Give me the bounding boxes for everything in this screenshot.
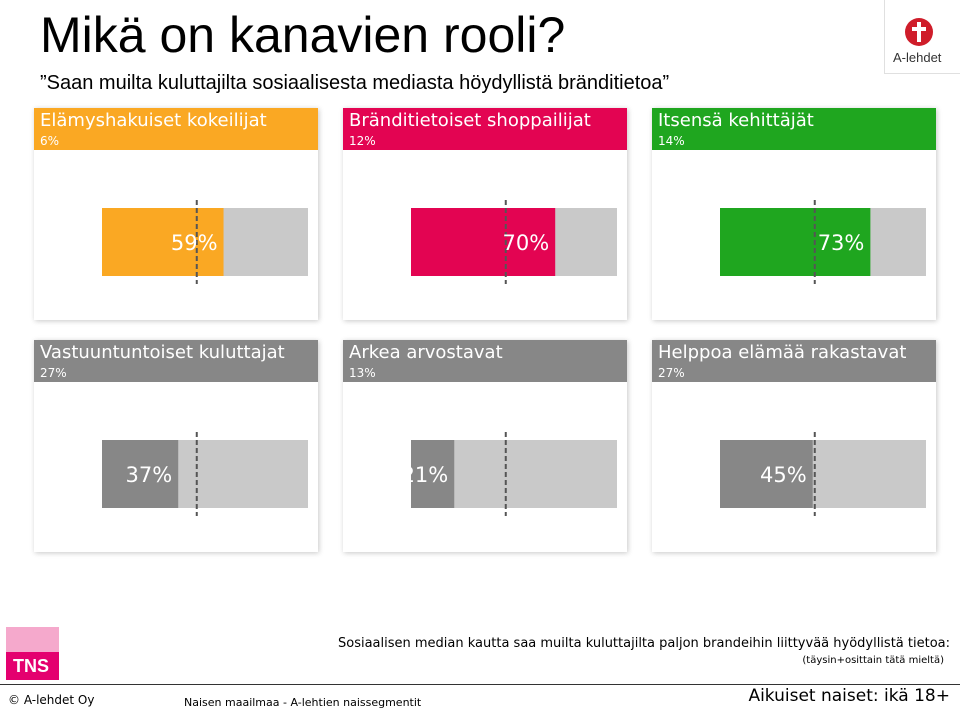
segment-share: 13% [349,366,376,380]
bar-value-label: 70% [503,231,550,255]
bar-value [102,208,224,276]
bar-value [720,208,871,276]
bar-value-label: 73% [818,231,865,255]
segment-header: Itsensä kehittäjät 14% [652,108,936,150]
segment-panel-6: Helppoa elämää rakastavat 27% 45% [652,340,936,552]
segment-panel-3: Itsensä kehittäjät 14% 73% [652,108,936,320]
segment-name: Bränditietoiset shoppailijat [349,110,591,131]
bar-value-label: 37% [126,463,173,487]
page-title: Mikä on kanavien rooli? [40,7,566,63]
segment-header: Elämyshakuiset kokeilijat 6% [34,108,318,150]
segment-header: Bränditietoiset shoppailijat 12% [343,108,627,150]
segment-chart: 21% [402,432,617,516]
segment-panel-4: Vastuuntuntoiset kuluttajat 27% 37% [34,340,318,552]
segment-panel-1: Elämyshakuiset kokeilijat 6% 59% [34,108,318,320]
a-lehdet-logo-icon [905,18,933,46]
segment-name: Helppoa elämää rakastavat [658,342,907,363]
segment-name: Elämyshakuiset kokeilijat [40,110,267,131]
segment-name: Vastuuntuntoiset kuluttajat [40,342,285,363]
segment-share: 27% [658,366,685,380]
segment-chart: 70% [411,200,617,284]
segment-header: Arkea arvostavat 13% [343,340,627,382]
segment-name: Arkea arvostavat [349,342,503,363]
segment-chart: 59% [102,200,308,284]
segment-chart: 37% [102,432,308,516]
bar-value-label: 59% [171,231,218,255]
segment-panel-5: Arkea arvostavat 13% 21% [343,340,627,552]
logo-text: A-lehdet [893,50,942,65]
segment-chart: 73% [720,200,926,284]
segment-name: Itsensä kehittäjät [658,110,814,131]
footer-copyright: © A-lehdet Oy [8,693,95,707]
segment-chart: 45% [720,432,926,516]
bar-value [411,208,556,276]
page-subtitle: ”Saan muilta kuluttajilta sosiaalisesta … [40,72,670,94]
footer-divider [0,684,960,685]
tns-logo: TNS [6,627,59,680]
footer-sample: Aikuiset naiset: ikä 18+ [748,686,950,706]
footnote-question: Sosiaalisen median kautta saa muilta kul… [338,636,950,651]
tns-logo-band [6,627,59,652]
segment-share: 27% [40,366,67,380]
bar-value-label: 45% [760,463,807,487]
bar-value [720,440,813,508]
footnote-qualifier: (täysin+osittain tätä mieltä) [802,655,944,666]
segment-header: Helppoa elämää rakastavat 27% [652,340,936,382]
segment-panel-2: Bränditietoiset shoppailijat 12% 70% [343,108,627,320]
footer-source: Naisen maailmaa - A-lehtien naissegmenti… [184,696,422,709]
segment-share: 14% [658,134,685,148]
bar-value [102,440,179,508]
segment-share: 6% [40,134,60,148]
segment-share: 12% [349,134,376,148]
bar-value-label: 21% [402,463,449,487]
segment-header: Vastuuntuntoiset kuluttajat 27% [34,340,318,382]
a-lehdet-logo: A-lehdet [884,0,960,74]
bar-value [411,440,455,508]
tns-logo-text: TNS [13,656,49,676]
